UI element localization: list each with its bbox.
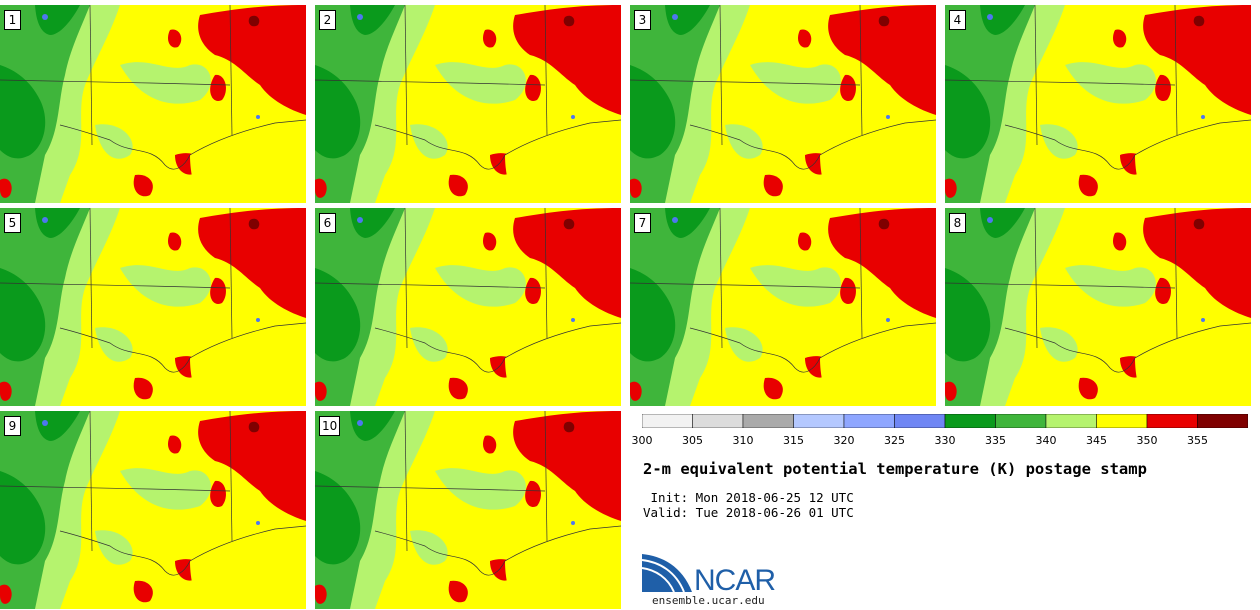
colorbar-tick-label: 310 bbox=[732, 434, 754, 447]
valid-time: Valid: Tue 2018-06-26 01 UTC bbox=[643, 505, 854, 520]
colorbar-bin bbox=[843, 414, 895, 428]
colorbar-bin bbox=[642, 414, 693, 428]
ensemble-member-map: 6 bbox=[315, 208, 621, 406]
colorbar-tick-label: 350 bbox=[1136, 434, 1158, 447]
theta-e-map bbox=[315, 208, 621, 406]
ensemble-member-map: 9 bbox=[0, 411, 306, 609]
colorbar-tick-label: 315 bbox=[783, 434, 804, 447]
colorbar-tick-label: 345 bbox=[1086, 434, 1107, 447]
ensemble-member-map: 8 bbox=[945, 208, 1251, 406]
colorbar-bin bbox=[1096, 414, 1148, 428]
ensemble-member-map: 1 bbox=[0, 5, 306, 203]
figure-title: 2-m equivalent potential temperature (K)… bbox=[643, 460, 1147, 478]
ensemble-member-map: 2 bbox=[315, 5, 621, 203]
theta-e-map bbox=[315, 5, 621, 203]
ensemble-member-map: 5 bbox=[0, 208, 306, 406]
theta-e-map bbox=[630, 5, 936, 203]
ncar-logo bbox=[642, 554, 692, 593]
colorbar-tick-label: 355 bbox=[1187, 434, 1208, 447]
colorbar-bin bbox=[944, 414, 996, 428]
member-number-label: 6 bbox=[319, 213, 336, 233]
member-number-label: 4 bbox=[949, 10, 966, 30]
theta-e-map bbox=[0, 208, 306, 406]
colorbar-tick-label: 335 bbox=[985, 434, 1006, 447]
colorbar-bin bbox=[692, 414, 744, 428]
member-number-label: 7 bbox=[634, 213, 651, 233]
member-number-label: 5 bbox=[4, 213, 21, 233]
colorbar-tick-label: 300 bbox=[631, 434, 653, 447]
colorbar bbox=[642, 414, 1248, 428]
member-number-label: 3 bbox=[634, 10, 651, 30]
ensemble-member-map: 10 bbox=[315, 411, 621, 609]
ensemble-member-map: 7 bbox=[630, 208, 936, 406]
member-number-label: 2 bbox=[319, 10, 336, 30]
theta-e-map bbox=[630, 208, 936, 406]
colorbar-bin bbox=[995, 414, 1047, 428]
colorbar-bin bbox=[894, 414, 946, 428]
colorbar-tick-label: 320 bbox=[833, 434, 855, 447]
theta-e-map bbox=[945, 5, 1251, 203]
theta-e-map bbox=[0, 5, 306, 203]
colorbar-tick-label: 305 bbox=[682, 434, 703, 447]
member-number-label: 8 bbox=[949, 213, 966, 233]
theta-e-map bbox=[315, 411, 621, 609]
ensemble-member-map: 4 bbox=[945, 5, 1251, 203]
colorbar-tick-label: 330 bbox=[934, 434, 956, 447]
theta-e-map bbox=[0, 411, 306, 609]
theta-e-map bbox=[945, 208, 1251, 406]
colorbar-bin bbox=[742, 414, 794, 428]
colorbar-bin bbox=[1146, 414, 1198, 428]
ensemble-member-map: 3 bbox=[630, 5, 936, 203]
logo-text: NCAR bbox=[694, 564, 776, 597]
site-url: ensemble.ucar.edu bbox=[652, 594, 765, 607]
colorbar-bin bbox=[793, 414, 845, 428]
init-time: Init: Mon 2018-06-25 12 UTC bbox=[643, 490, 854, 505]
colorbar-bin bbox=[1197, 414, 1248, 428]
member-number-label: 1 bbox=[4, 10, 21, 30]
colorbar-tick-label: 340 bbox=[1035, 434, 1057, 447]
member-number-label: 9 bbox=[4, 416, 21, 436]
member-number-label: 10 bbox=[319, 416, 341, 436]
colorbar-bin bbox=[1045, 414, 1097, 428]
colorbar-tick-label: 325 bbox=[884, 434, 905, 447]
